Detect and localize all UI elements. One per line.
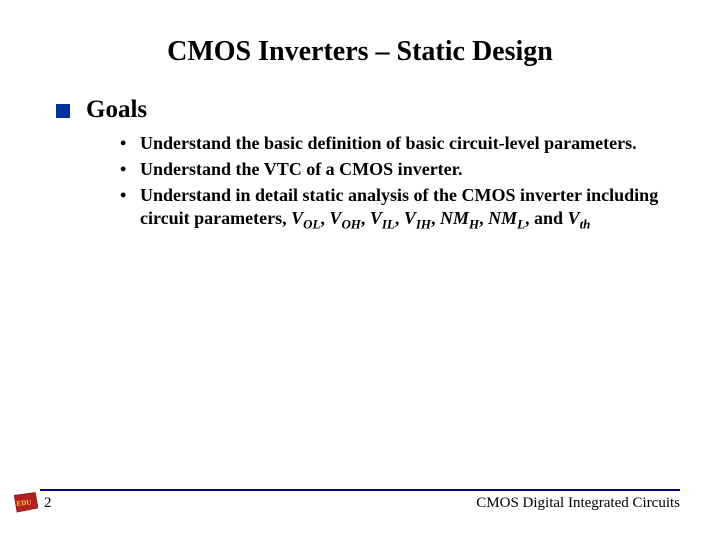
list-item: • Understand the basic definition of bas…	[120, 132, 664, 155]
list-item: • Understand the VTC of a CMOS inverter.	[120, 158, 664, 181]
logo-icon: EDU	[10, 492, 38, 514]
item-text: Understand the basic definition of basic…	[140, 132, 637, 155]
list-item: • Understand in detail static analysis o…	[120, 184, 664, 230]
item-text: Understand the VTC of a CMOS inverter.	[140, 158, 463, 181]
footer-row: 2 CMOS Digital Integrated Circuits	[40, 495, 680, 512]
item-text: Understand in detail static analysis of …	[140, 184, 660, 230]
slide-title: CMOS Inverters – Static Design	[56, 36, 664, 68]
footer-divider	[40, 489, 680, 491]
page-number: 2	[44, 495, 52, 512]
footer: 2 CMOS Digital Integrated Circuits	[40, 489, 680, 512]
section-title: Goals	[86, 96, 147, 124]
item-list: • Understand the basic definition of bas…	[120, 132, 664, 230]
dot-bullet-icon: •	[120, 158, 134, 181]
logo-text: EDU	[16, 498, 32, 508]
square-bullet-icon	[56, 104, 70, 118]
footer-right-text: CMOS Digital Integrated Circuits	[476, 495, 680, 512]
dot-bullet-icon: •	[120, 184, 134, 207]
section-row: Goals	[56, 96, 664, 124]
dot-bullet-icon: •	[120, 132, 134, 155]
slide: CMOS Inverters – Static Design Goals • U…	[0, 0, 720, 540]
